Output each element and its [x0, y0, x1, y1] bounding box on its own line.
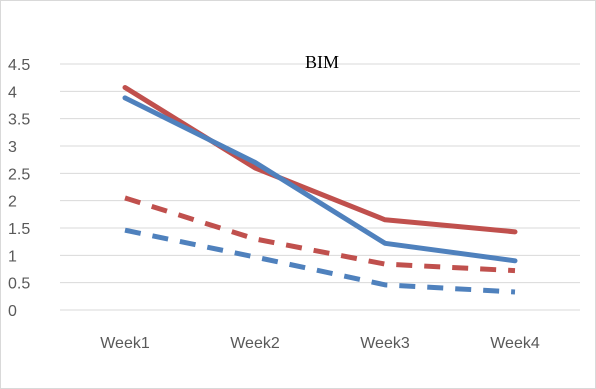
- y-tick-label: 3: [8, 139, 17, 156]
- y-axis-ticks: 0 0.5 1 1.5 2 2.5 3 3.5 4 4.5: [8, 57, 30, 320]
- y-tick-label: 1.5: [8, 221, 30, 238]
- y-tick-label: 0: [8, 303, 17, 320]
- x-axis-ticks: Week1 Week2 Week3 Week4: [100, 335, 540, 352]
- series-line-4: [124, 227, 516, 295]
- y-tick-label: 4: [8, 84, 17, 101]
- y-tick-label: 2: [8, 194, 17, 211]
- gridlines: [60, 63, 580, 311]
- series-line-3: [124, 195, 516, 274]
- x-tick-label: Week1: [100, 335, 150, 352]
- chart-title: BIM: [305, 52, 339, 72]
- x-tick-label: Week2: [230, 335, 280, 352]
- y-tick-label: 0.5: [8, 276, 30, 293]
- series-line-2: [122, 95, 518, 264]
- series-line-1: [122, 85, 518, 235]
- series-lines: [122, 85, 518, 295]
- y-tick-label: 2.5: [8, 166, 30, 183]
- y-tick-label: 3.5: [8, 112, 30, 129]
- y-tick-label: 1: [8, 248, 17, 265]
- x-tick-label: Week4: [490, 335, 540, 352]
- y-tick-label: 4.5: [8, 57, 30, 74]
- x-tick-label: Week3: [360, 335, 410, 352]
